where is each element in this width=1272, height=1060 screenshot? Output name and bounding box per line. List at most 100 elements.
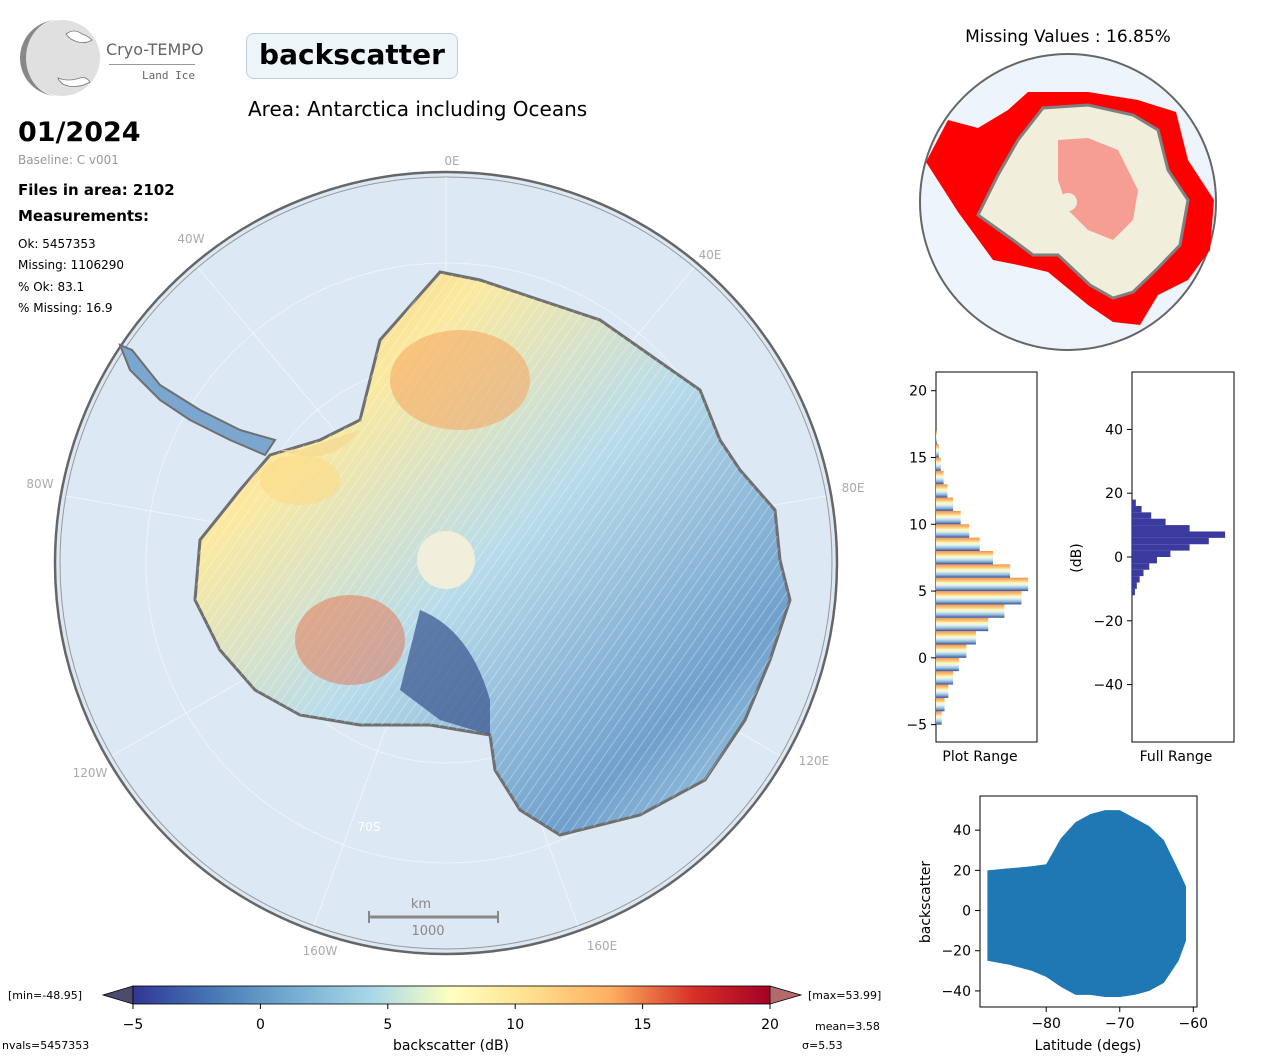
scatter-y-tick-label: −40: [941, 984, 971, 1000]
hist-full-range-bar: [1132, 512, 1152, 519]
hist-full-range-bar: [1132, 588, 1135, 596]
colorbar-max-label: [max=53.99]: [808, 989, 881, 1002]
scatter-y-tick-label: 40: [953, 823, 971, 839]
hist-full-range-bar: [1132, 537, 1209, 545]
scatter-ylabel: backscatter: [918, 861, 934, 943]
hist-plot-range-bar: [936, 684, 949, 698]
hist-plot-range-bar: [936, 671, 954, 685]
colorbar-gradient: [132, 985, 771, 1005]
hist-full-range-tick-label: −20: [1093, 614, 1123, 630]
hist-plot-range-bar: [936, 711, 942, 725]
scatter-x-tick-label: −70: [1105, 1016, 1135, 1032]
scatter-y-tick-label: 0: [962, 904, 971, 920]
hist-plot-range-tick-label: 20: [909, 384, 927, 400]
hist-plot-range-bar: [936, 497, 954, 511]
scatter-x-tick-label: −80: [1031, 1016, 1061, 1032]
measurement-ok: Ok: 5457353: [18, 237, 96, 251]
logo-subtitle: Land Ice: [142, 69, 195, 82]
measurements-title: Measurements:: [18, 207, 149, 225]
hist-plot-range-bar: [936, 484, 948, 498]
scatter-y-tick-label: 20: [953, 863, 971, 879]
hist-plot-range-tick-label: 10: [909, 517, 927, 533]
pole-hole: [417, 531, 475, 589]
hist-full-range: −40 −20 0 20 40 (dB) Full Range: [1069, 371, 1235, 765]
lon-label-80e: 80E: [842, 481, 865, 495]
hist-full-range-tick-label: −40: [1093, 678, 1123, 694]
baseline-label: Baseline: C v001: [18, 153, 119, 167]
lon-label-40e: 40E: [699, 248, 722, 262]
hist-plot-range-xlabel: Plot Range: [942, 749, 1017, 765]
hist-plot-range-bar: [936, 697, 945, 712]
hist-plot-range-bar: [936, 524, 970, 538]
hist-full-range-bar: [1132, 550, 1171, 557]
hist-full-range-bar: [1132, 563, 1150, 570]
hist-full-range-xlabel: Full Range: [1140, 749, 1213, 765]
hist-full-range-tick-label: 0: [1114, 550, 1123, 566]
hist-full-range-ylabel: (dB): [1069, 543, 1085, 572]
scatter-latitude-backscatter: −80 −70 −60 −40 −20 0 20 40 backscatter Latitud…: [918, 795, 1209, 1054]
colorbar-tick-label: 15: [634, 1017, 652, 1033]
hist-plot-range-bar: [936, 577, 1029, 592]
scatter-point-cloud: [987, 810, 1186, 997]
colorbar-tick-label: −5: [123, 1017, 144, 1033]
hist-full-range-bar: [1132, 518, 1166, 526]
colorbar-sigma: σ=5.53: [802, 1039, 843, 1052]
logo-name: Cryo-TEMPO: [106, 40, 204, 59]
hist-plot-range-bar: [936, 457, 941, 471]
colorbar-max-extend: [769, 985, 803, 1005]
hist-plot-range-tick-label: 0: [918, 651, 927, 667]
lon-label-40w: 40W: [177, 232, 204, 246]
hist-full-range-tick-label: 20: [1105, 486, 1123, 502]
hist-plot-range-bar: [936, 550, 993, 565]
lon-label-80w: 80W: [26, 477, 53, 491]
lon-label-160w: 160W: [303, 944, 338, 958]
colorbar: −5 0 5 10 15 20 [min=-48.95] [max=53.99] back…: [2, 985, 881, 1054]
colorbar-nvals: nvals=5457353: [2, 1039, 89, 1052]
hist-full-range-bar: [1132, 499, 1136, 506]
scatter-y-tick-label: −20: [941, 944, 971, 960]
hist-full-range-bar: [1132, 569, 1144, 577]
page-title: backscatter: [246, 33, 458, 79]
hist-full-range-bar: [1132, 544, 1190, 551]
hist-plot-range-bar: [936, 537, 980, 551]
hist-plot-range-tick-label: −5: [906, 718, 927, 734]
hist-plot-range: −5 0 5 10 15 20 Plot Range: [906, 371, 1038, 765]
measurement-percent-missing: % Missing: 16.9: [18, 301, 113, 315]
hist-full-range-bar: [1132, 531, 1226, 538]
hist-full-range-bar: [1132, 525, 1190, 532]
hist-plot-range-bar: [936, 617, 989, 632]
hist-plot-range-tick-label: 5: [918, 584, 927, 600]
hist-full-range-tick-label: 40: [1105, 422, 1123, 438]
colorbar-tick-label: 10: [506, 1017, 524, 1033]
hist-plot-range-bar: [936, 444, 939, 458]
missing-values-title: Missing Values : 16.85%: [965, 27, 1171, 47]
lon-label-0e: 0E: [444, 154, 459, 168]
hist-plot-range-bar: [936, 631, 976, 645]
hist-full-range-bar: [1132, 557, 1157, 564]
lon-label-120e: 120E: [799, 754, 830, 768]
hist-plot-range-bar: [936, 564, 1011, 578]
hist-plot-range-bar: [936, 604, 1005, 618]
hist-plot-range-bar: [936, 430, 937, 445]
antarctic-peninsula: [118, 343, 277, 457]
measurement-percent-ok: % Ok: 83.1: [18, 280, 85, 294]
hist-plot-range-bar: [936, 657, 959, 672]
ronne-ice-shelf: [280, 430, 360, 457]
colorbar-tick-label: 5: [383, 1017, 392, 1033]
colorbar-xlabel: backscatter (dB): [393, 1038, 509, 1054]
hist-plot-range-bar: [936, 591, 1022, 605]
valid-region: [976, 103, 1190, 300]
colorbar-tick-label: 20: [761, 1017, 779, 1033]
scatter-x-tick-label: −60: [1179, 1016, 1209, 1032]
hist-full-range-bar: [1132, 576, 1140, 583]
measurement-missing: Missing: 1106290: [18, 258, 125, 272]
hist-full-range-bar: [1132, 505, 1142, 513]
hist-full-range-bar: [1132, 582, 1137, 589]
missing-values-map: [919, 53, 1217, 351]
colorbar-tick-label: 0: [256, 1017, 265, 1033]
colorbar-mean: mean=3.58: [815, 1020, 880, 1033]
hist-plot-range-bar: [936, 510, 961, 525]
hist-plot-range-bar: [936, 644, 967, 658]
cryo-tempo-logo: [20, 20, 100, 96]
ross-ice-shelf: [400, 610, 490, 735]
